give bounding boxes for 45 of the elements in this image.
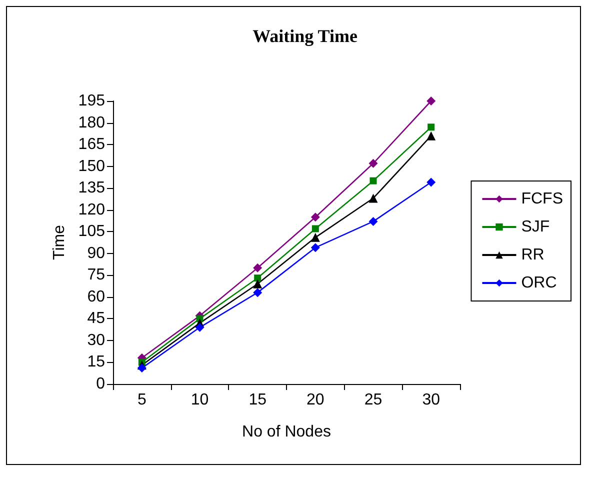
legend-label: RR (521, 246, 544, 264)
y-tick-label: 60 (87, 288, 106, 306)
x-tick-label: 15 (248, 392, 267, 408)
x-tick-label: 20 (306, 392, 324, 408)
x-tick-label: 25 (364, 392, 382, 408)
legend-label: ORC (521, 274, 557, 292)
x-tick-label: 5 (137, 392, 146, 408)
point (254, 274, 262, 282)
chart-title: Waiting Time (252, 26, 358, 46)
x-tick-label: 30 (422, 392, 440, 408)
point (310, 243, 320, 252)
point (368, 216, 378, 226)
y-tick-label: 0 (96, 376, 106, 392)
point (195, 322, 204, 332)
y-tick-label: 75 (87, 266, 106, 284)
point (137, 364, 146, 373)
point (253, 263, 262, 272)
y-tick-label: 45 (87, 310, 106, 328)
y-tick-label: 120 (78, 201, 106, 218)
point (368, 194, 378, 203)
point (253, 279, 262, 288)
point (426, 178, 436, 187)
y-tick-label: 150 (78, 158, 106, 175)
point (370, 177, 377, 184)
point (310, 232, 320, 242)
point (253, 288, 262, 298)
y-tick-label: 30 (87, 332, 106, 349)
y-axis-title: Time (50, 224, 68, 260)
y-tick-label: 165 (78, 136, 106, 154)
legend-label: SJF (521, 218, 550, 236)
y-tick-label: 180 (78, 114, 106, 132)
point (312, 225, 319, 232)
point (426, 96, 436, 106)
point (368, 158, 378, 168)
y-tick-label: 90 (87, 244, 106, 262)
y-tick-label: 15 (87, 354, 106, 371)
point (428, 124, 435, 131)
x-tick-label: 10 (190, 392, 209, 408)
y-tick-label: 105 (78, 223, 106, 240)
point (310, 212, 320, 222)
x-axis-title: No of Nodes (242, 424, 331, 440)
y-tick-label: 135 (78, 180, 106, 197)
point (426, 131, 436, 140)
legend-label: FCFS (521, 190, 564, 208)
y-tick-label: 195 (78, 92, 106, 110)
